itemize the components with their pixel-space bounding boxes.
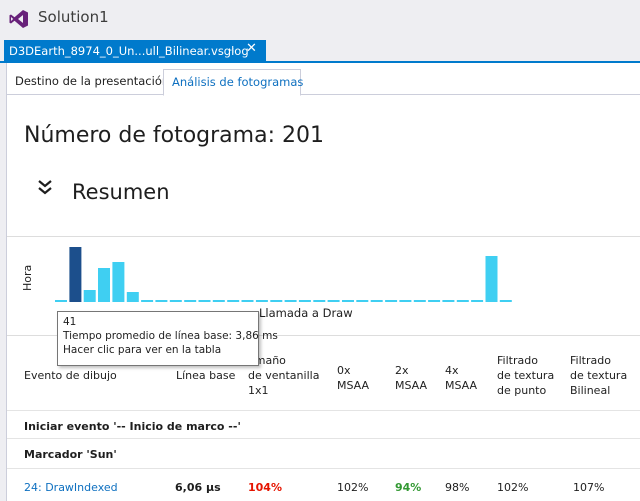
- column-header-bilinear-filtering[interactable]: Filtrado de textura Bilineal: [570, 353, 627, 398]
- chart-bar[interactable]: [399, 300, 412, 302]
- chart-bar[interactable]: [499, 300, 512, 302]
- header-line: Filtrado: [497, 354, 538, 367]
- view-tabs: Destino de la presentación Análisis de f…: [7, 69, 640, 96]
- tooltip-hint: Hacer clic para ver en la tabla: [63, 344, 222, 356]
- chart-bar[interactable]: [155, 300, 168, 302]
- column-header-2x-msaa[interactable]: 2x MSAA: [395, 363, 427, 393]
- summary-heading: Resumen: [72, 180, 170, 204]
- document-tab-label: D3DEarth_8974_0_Un...ull_Bilinear.vsglog: [9, 44, 249, 58]
- header-line: 2x: [395, 364, 409, 377]
- bar-tooltip: 41 Tiempo promedio de línea base: 3,86 m…: [57, 311, 278, 366]
- chart-bar[interactable]: [270, 300, 283, 302]
- column-header-point-filtering[interactable]: Filtrado de textura de punto: [497, 353, 554, 398]
- visual-studio-logo-icon: [9, 10, 28, 28]
- chart-bar[interactable]: [471, 300, 484, 302]
- chart-bar[interactable]: [55, 300, 67, 302]
- chart-bar[interactable]: [485, 256, 498, 302]
- chart-bar[interactable]: [184, 300, 197, 302]
- column-header-baseline[interactable]: Línea base: [176, 369, 236, 382]
- collapse-chevron-icon[interactable]: [37, 178, 53, 198]
- chart-y-label: Hora: [21, 264, 34, 291]
- chart-bar[interactable]: [169, 300, 182, 302]
- chart-bar[interactable]: [69, 247, 82, 302]
- tooltip-baseline-time: Tiempo promedio de línea base: 3,86 ms: [63, 330, 278, 342]
- chart-svg: [55, 247, 512, 302]
- header-line: Bilineal: [570, 384, 611, 397]
- header-line: de ventanilla: [248, 369, 320, 382]
- header-line: MSAA: [395, 379, 428, 392]
- title-bar: Solution1: [0, 0, 640, 38]
- table-row-group[interactable]: Marcador 'Sun': [7, 438, 640, 466]
- chart-bar[interactable]: [356, 300, 369, 302]
- chart-bar[interactable]: [442, 300, 455, 302]
- chart-bar[interactable]: [428, 300, 441, 302]
- viewport-cell: 104%: [248, 481, 282, 494]
- column-header-draw-event[interactable]: Evento de dibujo: [24, 369, 117, 382]
- draw-call-link[interactable]: 24: DrawIndexed: [24, 481, 118, 494]
- chart-bar[interactable]: [212, 300, 225, 302]
- marker-group-label: Marcador 'Sun': [24, 448, 117, 461]
- tab-frame-analysis[interactable]: Análisis de fotogramas: [163, 69, 303, 96]
- point-filter-cell: 102%: [497, 481, 529, 494]
- header-line: 1x1: [248, 384, 269, 397]
- header-line: Filtrado: [570, 354, 611, 367]
- chart-bar[interactable]: [385, 300, 398, 302]
- header-line: 4x: [445, 364, 459, 377]
- chart-bar[interactable]: [327, 300, 340, 302]
- chart-bar[interactable]: [198, 300, 211, 302]
- chart-bar[interactable]: [456, 300, 469, 302]
- tooltip-index: 41: [63, 316, 77, 328]
- event-group-label: Iniciar evento '-- Inicio de marco --': [24, 420, 241, 433]
- chart-bar[interactable]: [284, 300, 297, 302]
- table-row[interactable]: 24: DrawIndexed 6,06 µs 104% 102% 94% 98…: [7, 468, 640, 496]
- frame-analysis-panel: Destino de la presentación Análisis de f…: [6, 63, 640, 501]
- frame-number-title: Número de fotograma: 201: [24, 123, 324, 148]
- chart-bar[interactable]: [83, 290, 96, 302]
- column-header-viewport-1x1[interactable]: amaño de ventanilla 1x1: [248, 353, 319, 398]
- tab-render-target[interactable]: Destino de la presentación: [15, 74, 170, 88]
- app-title: Solution1: [38, 8, 109, 26]
- chart-bar[interactable]: [298, 300, 311, 302]
- header-line: de textura: [497, 369, 555, 382]
- chart-bar[interactable]: [255, 300, 268, 302]
- column-header-0x-msaa[interactable]: 0x MSAA: [337, 363, 369, 393]
- chart-bar[interactable]: [227, 300, 240, 302]
- msaa4-cell: 98%: [445, 481, 470, 494]
- header-line: MSAA: [337, 379, 370, 392]
- chart-x-label: Llamada a Draw: [259, 306, 353, 320]
- chart-bar[interactable]: [241, 300, 254, 302]
- chart-bar[interactable]: [141, 300, 154, 302]
- msaa2-cell: 94%: [395, 481, 422, 494]
- close-icon[interactable]: ✕: [246, 41, 257, 56]
- msaa0-cell: 102%: [337, 481, 369, 494]
- document-tab-strip: D3DEarth_8974_0_Un...ull_Bilinear.vsglog…: [0, 38, 640, 63]
- header-line: MSAA: [445, 379, 478, 392]
- chart-bar[interactable]: [313, 300, 326, 302]
- header-line: de textura: [570, 369, 628, 382]
- bilinear-filter-cell: 107%: [573, 481, 605, 494]
- document-tab[interactable]: D3DEarth_8974_0_Un...ull_Bilinear.vsglog…: [4, 40, 266, 63]
- draw-call-chart[interactable]: Hora: [7, 236, 640, 336]
- table-row-group[interactable]: Iniciar evento '-- Inicio de marco --': [7, 410, 640, 438]
- header-line: 0x: [337, 364, 351, 377]
- pin-icon[interactable]: -ᵢ: [228, 43, 234, 56]
- chart-bar[interactable]: [112, 262, 125, 302]
- chart-bar[interactable]: [370, 300, 383, 302]
- column-header-4x-msaa[interactable]: 4x MSAA: [445, 363, 477, 393]
- chart-bar[interactable]: [413, 300, 426, 302]
- baseline-cell: 6,06 µs: [175, 481, 221, 494]
- divider: [7, 335, 640, 336]
- chart-bar[interactable]: [98, 268, 110, 302]
- header-line: de punto: [497, 384, 547, 397]
- chart-bar[interactable]: [342, 300, 354, 302]
- chart-bar[interactable]: [126, 292, 139, 302]
